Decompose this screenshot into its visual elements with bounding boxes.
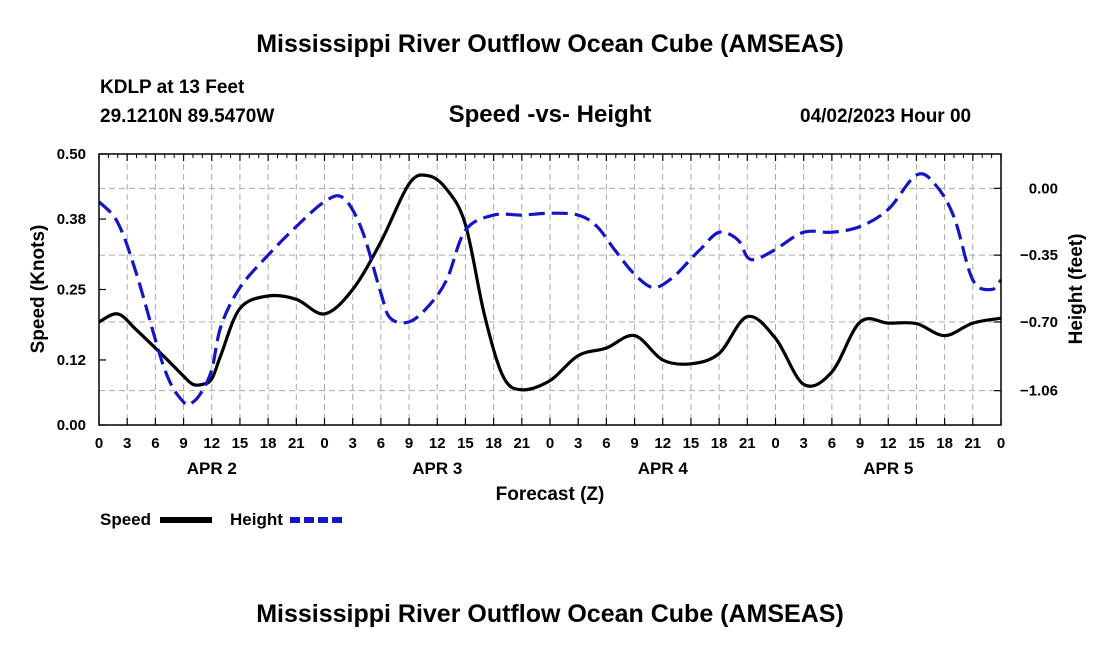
x-tick-label: 18 (936, 435, 953, 452)
x-tick-label: 0 (320, 435, 328, 452)
grid-lines (99, 154, 1001, 425)
y2-tick-label: 0.00 (1029, 180, 1058, 197)
legend-label-height: Height (230, 510, 283, 529)
x-tick-label: 0 (997, 435, 1005, 452)
y2-tick-label: −1.06 (1020, 383, 1058, 400)
chart-subtitle: Speed -vs- Height (448, 101, 652, 128)
x-tick-label: 12 (880, 435, 897, 452)
x-tick-label: 12 (203, 435, 220, 452)
x-tick-label: 15 (683, 435, 700, 452)
y-tick-label: 0.50 (57, 146, 86, 163)
x-tick-label: 6 (602, 435, 610, 452)
page-title-top: Mississippi River Outflow Ocean Cube (AM… (256, 30, 844, 58)
x-tick-label: 12 (429, 435, 446, 452)
y-tick-label: 0.25 (57, 282, 86, 299)
x-tick-label: 0 (95, 435, 103, 452)
x-tick-label: 18 (260, 435, 277, 452)
y-tick-label: 0.12 (57, 352, 86, 369)
x-tick-label: 3 (349, 435, 357, 452)
y2-tick-label: −0.70 (1020, 314, 1058, 331)
x-tick-label: 15 (232, 435, 249, 452)
x-tick-label: 9 (856, 435, 864, 452)
x-tick-label: 0 (546, 435, 554, 452)
x-tick-label: 0 (771, 435, 779, 452)
page-title-bottom: Mississippi River Outflow Ocean Cube (AM… (256, 600, 844, 628)
station-label: KDLP at 13 Feet (100, 77, 245, 98)
x-tick-label: 15 (908, 435, 925, 452)
y-axis-label-left: Speed (Knots) (28, 225, 49, 354)
day-label: APR 5 (863, 459, 913, 478)
x-tick-label: 21 (513, 435, 530, 452)
y-axis-label-right: Height (feet) (1066, 234, 1087, 345)
series-layer (97, 172, 1003, 407)
x-tick-label: 21 (964, 435, 981, 452)
x-tick-label: 21 (739, 435, 756, 452)
x-tick-label: 6 (377, 435, 385, 452)
y-tick-label: 0.00 (57, 417, 86, 434)
x-tick-label: 6 (828, 435, 836, 452)
x-tick-label: 9 (179, 435, 187, 452)
forecast-datetime: 04/02/2023 Hour 00 (800, 106, 972, 127)
day-label: APR 2 (187, 459, 237, 478)
axes: 0 3 6 9 12 15 18 21 0 3 6 9 12 15 18 21 0 3 6 9 12 15 18 21 0 3 6 9… (57, 146, 1058, 478)
x-tick-label: 21 (288, 435, 305, 452)
legend: Speed Height (100, 510, 342, 529)
y2-tick-label: −0.35 (1020, 247, 1058, 264)
x-tick-label: 9 (405, 435, 413, 452)
legend-label-speed: Speed (100, 510, 151, 529)
x-tick-label: 3 (123, 435, 131, 452)
x-tick-label: 18 (485, 435, 502, 452)
x-tick-label: 15 (457, 435, 474, 452)
day-label: APR 3 (412, 459, 462, 478)
x-tick-label: 12 (654, 435, 671, 452)
x-tick-label: 9 (630, 435, 638, 452)
x-tick-label: 18 (711, 435, 728, 452)
day-label: APR 4 (638, 459, 689, 478)
x-tick-label: 3 (800, 435, 808, 452)
coordinates-label: 29.1210N 89.5470W (100, 106, 275, 127)
x-axis-label: Forecast (Z) (496, 484, 605, 505)
x-tick-label: 6 (151, 435, 159, 452)
y-tick-label: 0.38 (57, 211, 86, 228)
x-tick-label: 3 (574, 435, 582, 452)
